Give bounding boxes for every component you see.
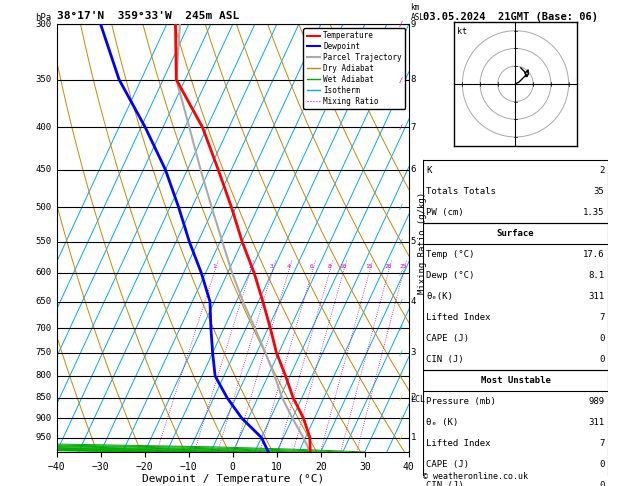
- Text: 0: 0: [599, 460, 604, 469]
- Text: 8.1: 8.1: [588, 271, 604, 279]
- Text: 7: 7: [411, 123, 416, 132]
- Text: 9: 9: [411, 20, 416, 29]
- Text: 450: 450: [35, 165, 52, 174]
- Text: 6: 6: [411, 165, 416, 174]
- Text: 900: 900: [35, 414, 52, 423]
- Text: 8: 8: [328, 264, 331, 269]
- Text: CAPE (J): CAPE (J): [426, 460, 469, 469]
- Text: 38°17'N  359°33'W  245m ASL: 38°17'N 359°33'W 245m ASL: [57, 11, 239, 21]
- Text: /: /: [399, 325, 403, 331]
- Text: 3: 3: [270, 264, 274, 269]
- Text: /: /: [399, 239, 403, 244]
- Text: 311: 311: [588, 292, 604, 301]
- Text: 10: 10: [340, 264, 347, 269]
- Text: Totals Totals: Totals Totals: [426, 187, 496, 195]
- Text: 5: 5: [411, 237, 416, 246]
- Text: 550: 550: [35, 237, 52, 246]
- Text: /: /: [399, 298, 403, 305]
- Text: 7: 7: [599, 312, 604, 322]
- Text: 3: 3: [411, 348, 416, 357]
- Text: /: /: [399, 270, 403, 276]
- Text: 650: 650: [35, 297, 52, 306]
- Text: θₑ(K): θₑ(K): [426, 292, 454, 301]
- Text: 4: 4: [286, 264, 290, 269]
- Text: 2: 2: [599, 166, 604, 174]
- Text: 35: 35: [594, 187, 604, 195]
- Text: 0: 0: [599, 481, 604, 486]
- Text: Mixing Ratio (g/kg): Mixing Ratio (g/kg): [418, 192, 427, 294]
- Text: /: /: [399, 373, 403, 379]
- Text: 600: 600: [35, 268, 52, 278]
- Text: 15: 15: [365, 264, 373, 269]
- Text: 700: 700: [35, 324, 52, 332]
- X-axis label: Dewpoint / Temperature (°C): Dewpoint / Temperature (°C): [142, 474, 324, 485]
- Text: hPa: hPa: [35, 13, 52, 22]
- Text: 989: 989: [588, 397, 604, 406]
- Text: 0: 0: [599, 333, 604, 343]
- Text: 03.05.2024  21GMT (Base: 06): 03.05.2024 21GMT (Base: 06): [423, 12, 598, 22]
- Text: 0: 0: [599, 355, 604, 364]
- Text: /: /: [399, 205, 403, 210]
- Text: km
ASL: km ASL: [411, 3, 425, 22]
- Text: 20: 20: [384, 264, 392, 269]
- Text: 2: 2: [411, 393, 416, 402]
- Text: /: /: [399, 350, 403, 356]
- Text: Most Unstable: Most Unstable: [481, 376, 550, 384]
- Text: 750: 750: [35, 348, 52, 357]
- Text: θₑ (K): θₑ (K): [426, 417, 459, 427]
- Legend: Temperature, Dewpoint, Parcel Trajectory, Dry Adiabat, Wet Adiabat, Isotherm, Mi: Temperature, Dewpoint, Parcel Trajectory…: [303, 28, 405, 109]
- Text: /: /: [399, 415, 403, 421]
- Text: PW (cm): PW (cm): [426, 208, 464, 217]
- Text: Lifted Index: Lifted Index: [426, 312, 491, 322]
- Text: /: /: [399, 434, 403, 440]
- Text: 500: 500: [35, 203, 52, 212]
- Text: 25: 25: [399, 264, 407, 269]
- Text: 2: 2: [248, 264, 252, 269]
- Text: /: /: [399, 21, 403, 27]
- Text: 17.6: 17.6: [583, 250, 604, 259]
- Text: 300: 300: [35, 20, 52, 29]
- Text: 7: 7: [599, 439, 604, 448]
- Text: kt: kt: [457, 27, 467, 36]
- Text: /: /: [399, 77, 403, 83]
- Text: CAPE (J): CAPE (J): [426, 333, 469, 343]
- Text: /: /: [399, 124, 403, 130]
- Text: Lifted Index: Lifted Index: [426, 439, 491, 448]
- Text: 6: 6: [310, 264, 314, 269]
- Text: 1: 1: [213, 264, 216, 269]
- Text: Temp (°C): Temp (°C): [426, 250, 475, 259]
- Text: 800: 800: [35, 371, 52, 381]
- Text: LCL: LCL: [411, 395, 426, 404]
- Text: 850: 850: [35, 393, 52, 402]
- Text: 4: 4: [411, 297, 416, 306]
- Text: Dewp (°C): Dewp (°C): [426, 271, 475, 279]
- Text: 8: 8: [411, 75, 416, 84]
- Text: Pressure (mb): Pressure (mb): [426, 397, 496, 406]
- Text: 1: 1: [411, 433, 416, 442]
- Text: /: /: [399, 395, 403, 400]
- Text: K: K: [426, 166, 431, 174]
- Text: CIN (J): CIN (J): [426, 481, 464, 486]
- Text: 350: 350: [35, 75, 52, 84]
- Text: CIN (J): CIN (J): [426, 355, 464, 364]
- Text: 950: 950: [35, 433, 52, 442]
- Text: Surface: Surface: [497, 228, 534, 238]
- Text: 400: 400: [35, 123, 52, 132]
- Text: © weatheronline.co.uk: © weatheronline.co.uk: [423, 472, 528, 481]
- Text: 1.35: 1.35: [583, 208, 604, 217]
- Text: 311: 311: [588, 417, 604, 427]
